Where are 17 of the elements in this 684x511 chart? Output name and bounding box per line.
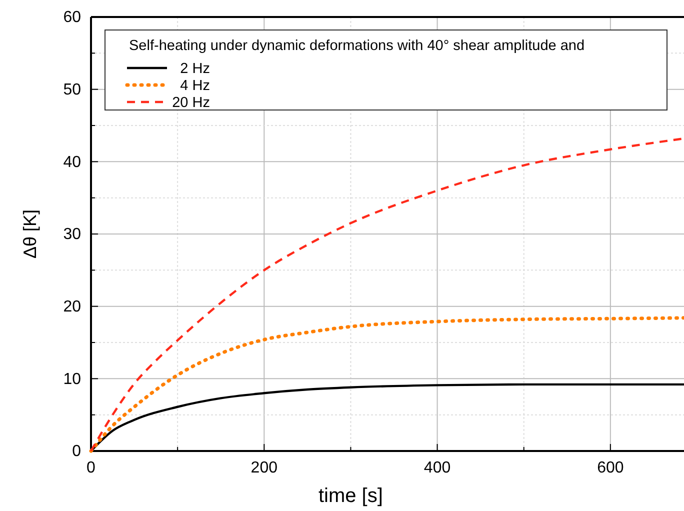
legend-label: 2 Hz — [180, 61, 210, 77]
y-axis-title: Δθ [K] — [20, 209, 40, 259]
x-tick-label: 600 — [597, 459, 624, 476]
legend-title: Self-heating under dynamic deformations with 40° shear amplitude and — [129, 38, 585, 54]
y-tick-label: 20 — [63, 298, 82, 316]
y-tick-label: 0 — [72, 443, 82, 460]
legend-label: 4 Hz — [180, 78, 210, 94]
x-tick-label: 400 — [424, 459, 451, 476]
x-axis-title: time [s] — [318, 485, 383, 507]
x-tick-label: 200 — [250, 459, 278, 476]
y-tick-label: 60 — [63, 9, 82, 26]
y-tick-label: 40 — [63, 154, 82, 171]
y-tick-label: 30 — [63, 226, 82, 244]
y-tick-label: 50 — [63, 81, 82, 98]
legend-label: 20 Hz — [172, 95, 210, 111]
x-tick-label: 0 — [86, 459, 96, 476]
y-tick-label: 10 — [63, 370, 82, 388]
